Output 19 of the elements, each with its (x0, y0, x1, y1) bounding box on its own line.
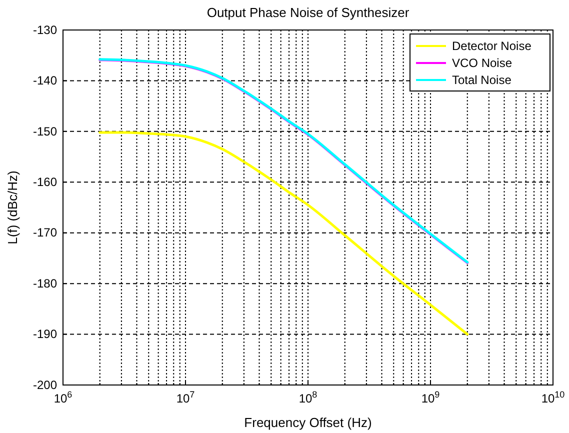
y-tick-label: -160 (32, 174, 58, 189)
y-tick-label: -140 (32, 74, 58, 88)
legend-label: Detector Noise (452, 39, 532, 53)
x-tick-label: 10$^{8}$ (298, 389, 318, 406)
chart-title: Output Phase Noise of Synthesizer (206, 5, 410, 20)
x-tick-label: 10$^{10}$ (541, 389, 565, 406)
y-tick-label: -180 (32, 276, 58, 290)
y-axis-title: L(f) (dBc/Hz) (5, 170, 20, 244)
y-tick-label: -190 (32, 327, 58, 342)
y-tick-label: -150 (32, 124, 58, 138)
x-tick-label: 10$^{6}$ (54, 389, 72, 406)
x-axis-title: Frequency Offset (Hz) (244, 415, 372, 430)
x-tick-label: 10$^{7}$ (176, 389, 195, 406)
legend-label: Total Noise (452, 73, 512, 87)
legend-label: VCO Noise (452, 56, 512, 70)
x-tick-label: 10$^{9}$ (421, 389, 440, 406)
y-tick-label: -200 (32, 378, 58, 392)
y-tick-label: -130 (32, 22, 58, 37)
y-tick-label: -170 (32, 226, 58, 240)
